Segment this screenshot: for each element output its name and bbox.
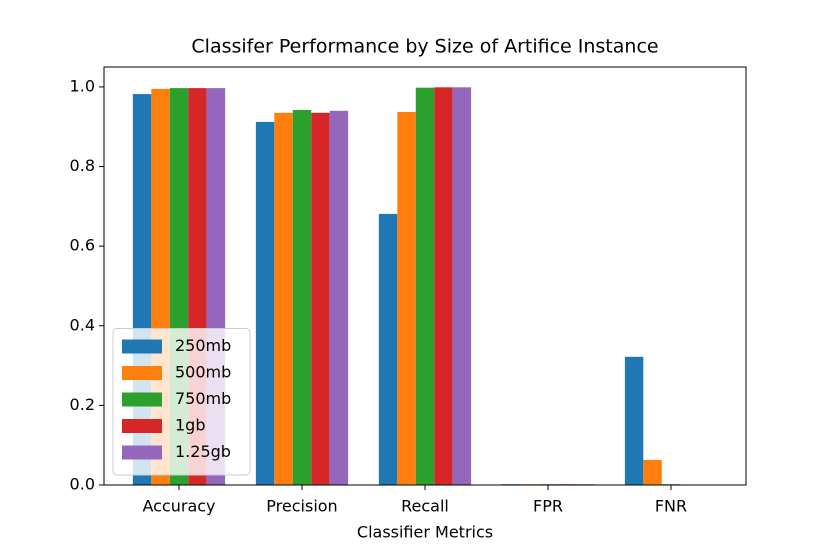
y-tick-label: 1.0: [70, 76, 95, 95]
y-tick-label: 0.6: [70, 236, 95, 255]
bar: [624, 356, 644, 485]
legend-label: 1.25gb: [175, 442, 231, 461]
bar: [329, 110, 349, 486]
x-axis-label: Classifier Metrics: [357, 523, 493, 542]
chart-title: Classifer Performance by Size of Artific…: [191, 36, 658, 58]
bar: [434, 87, 453, 485]
x-tick-label: FNR: [655, 497, 687, 516]
bar: [452, 87, 472, 485]
legend-swatch: [122, 419, 162, 433]
y-tick-label: 0.0: [70, 475, 95, 494]
x-tick-label: FPR: [533, 497, 563, 516]
bar: [415, 87, 435, 485]
legend: 250mb 500mb 750mb 1gb 1.25gb: [112, 328, 251, 476]
legend-label: 750mb: [175, 389, 231, 408]
legend-box: [112, 328, 251, 476]
bar: [378, 213, 398, 485]
bar: [311, 112, 330, 486]
bar: [643, 459, 662, 485]
legend-swatch: [122, 339, 162, 354]
y-tick-label: 0.2: [70, 395, 95, 414]
legend-label: 250mb: [175, 336, 231, 355]
plot-frame: [103, 66, 747, 486]
bar: [255, 121, 275, 486]
legend-swatch: [122, 392, 162, 407]
legend-swatch: [122, 445, 162, 460]
legend-label: 1gb: [175, 416, 206, 435]
bar: [292, 109, 312, 485]
x-tick-label: Recall: [401, 497, 449, 516]
x-tick-label: Precision: [266, 497, 337, 516]
x-tick-label: Accuracy: [142, 497, 215, 516]
legend-label: 500mb: [175, 363, 231, 382]
bar: [397, 111, 416, 485]
y-tick-label: 0.8: [70, 156, 95, 175]
legend-swatch: [122, 366, 162, 380]
bar: [274, 112, 293, 486]
y-tick-label: 0.4: [70, 315, 95, 334]
